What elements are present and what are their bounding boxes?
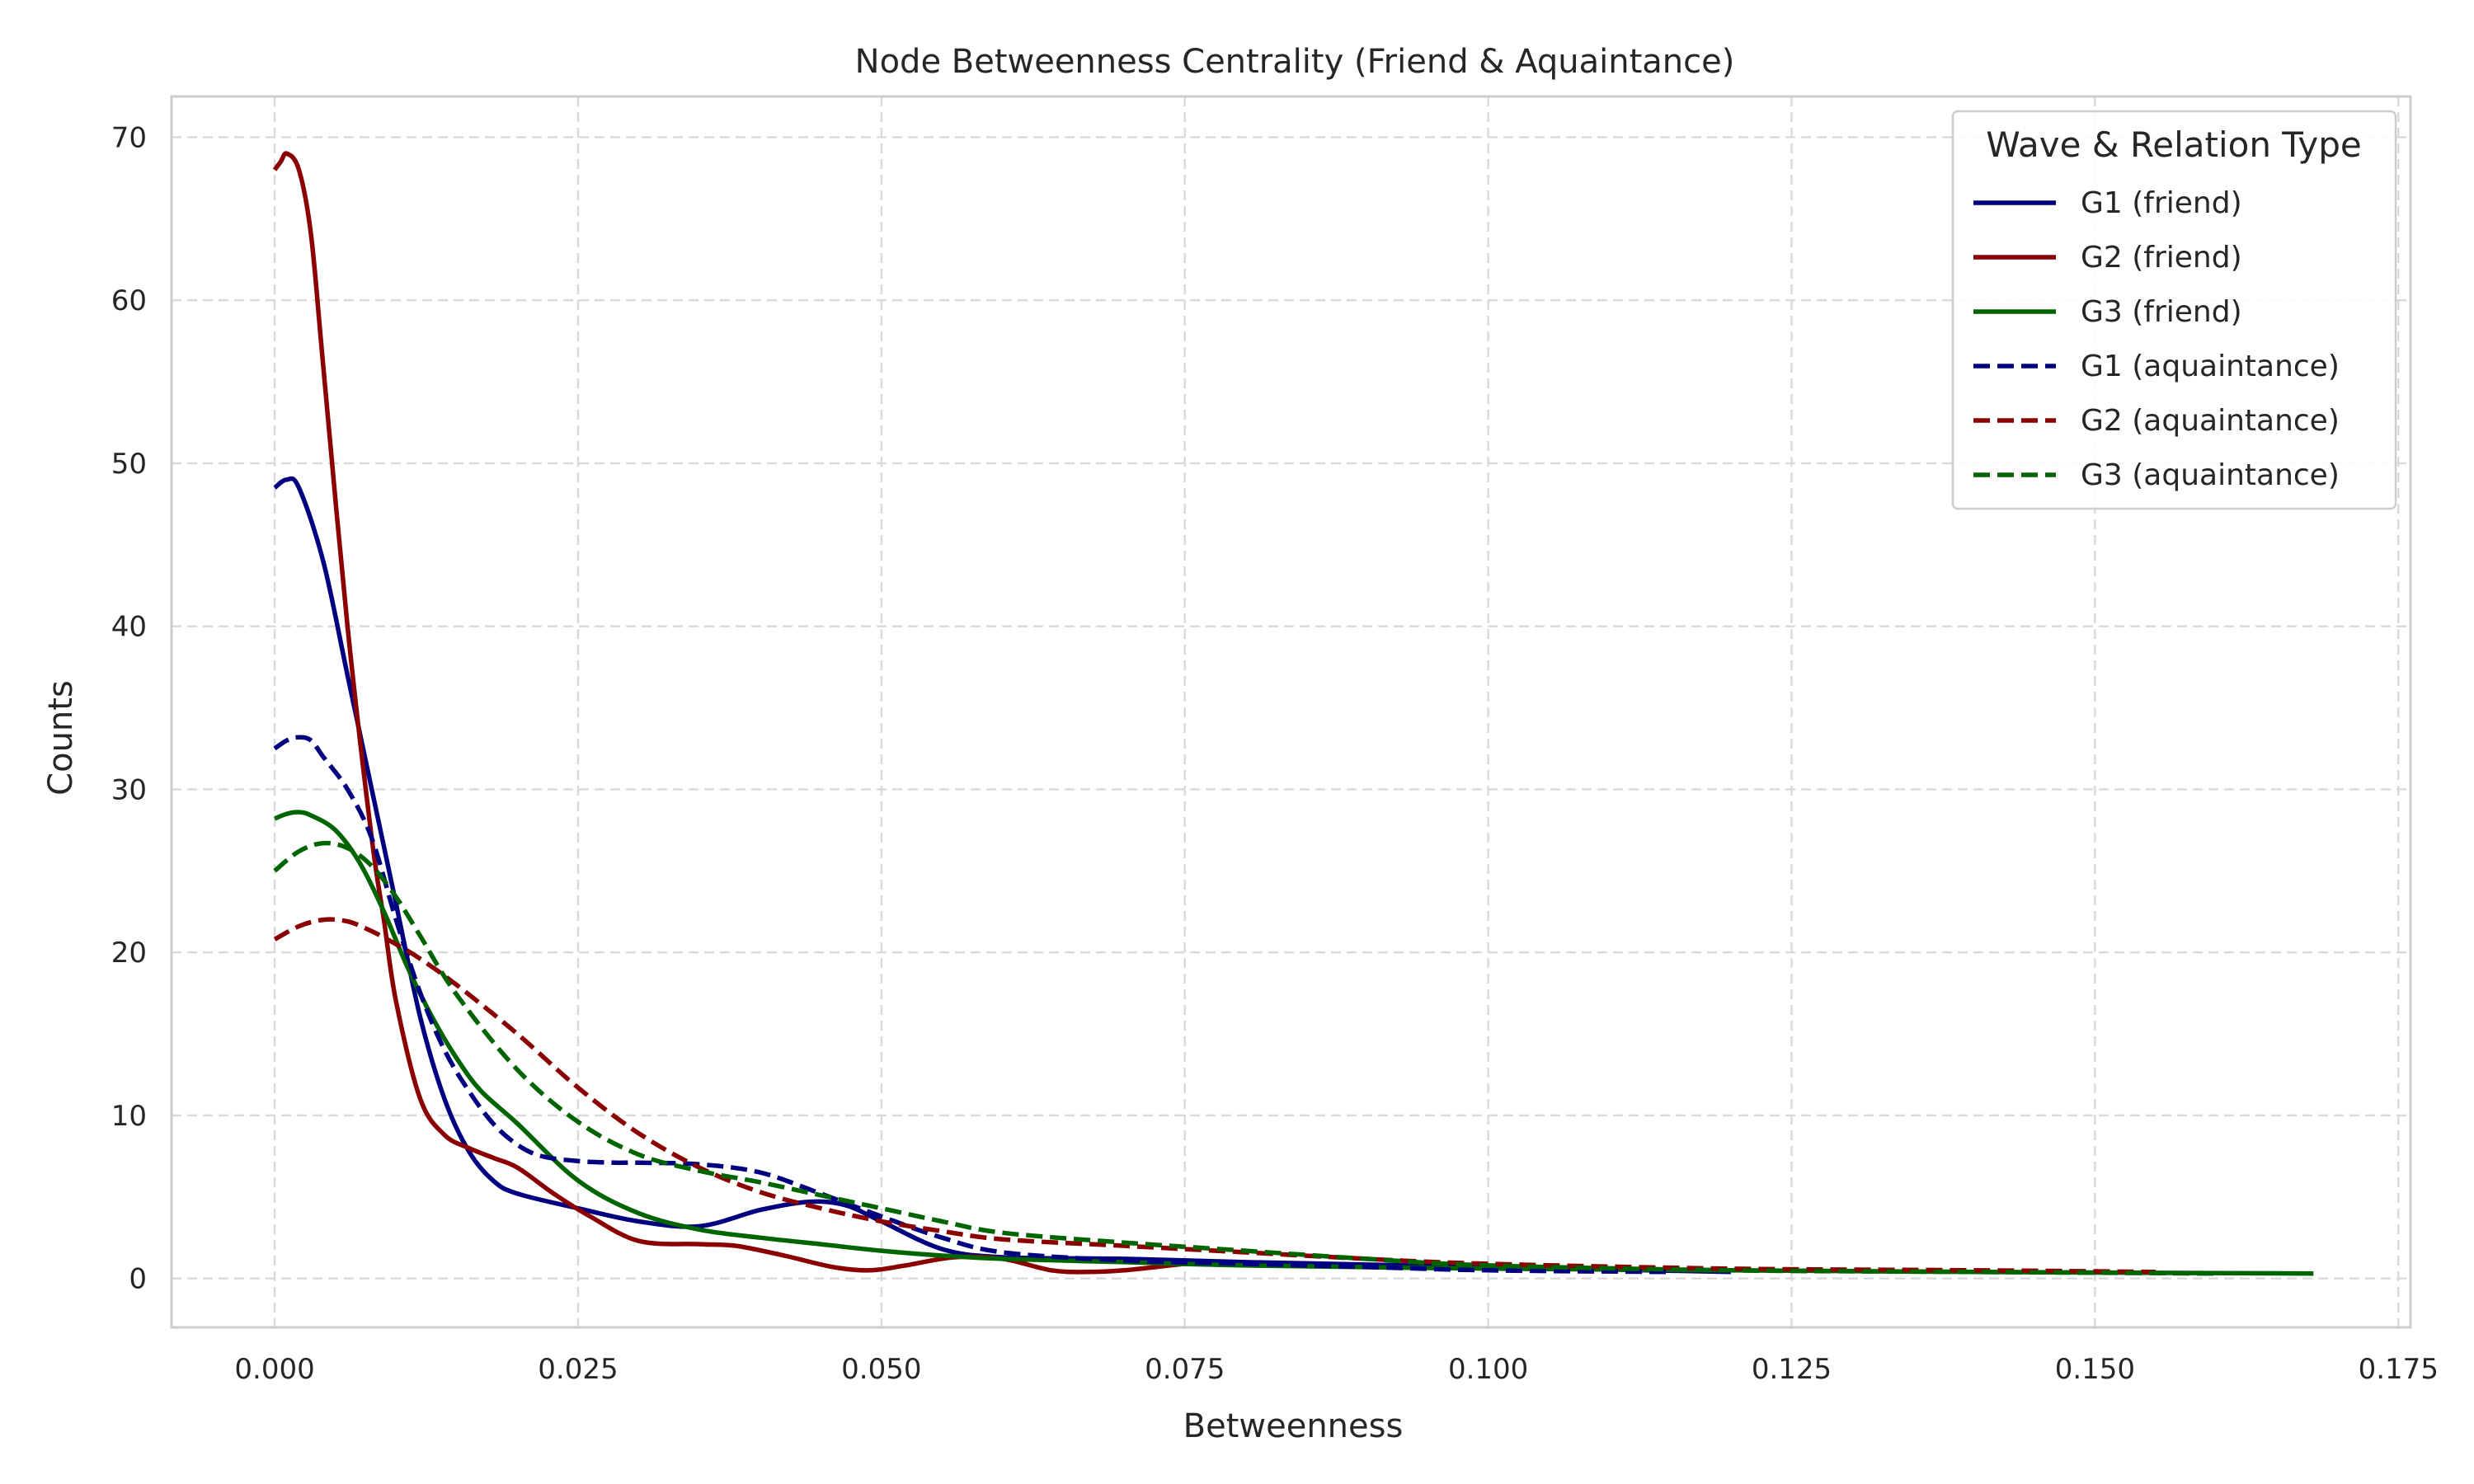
y-axis-ticks: 0 10 20 30 40 50 60 70 (111, 121, 147, 1295)
x-tick-label: 0.150 (2055, 1353, 2135, 1386)
series-lines (272, 151, 2314, 1276)
x-axis-label: Betweenness (1183, 1407, 1404, 1445)
y-tick-label: 70 (111, 121, 147, 154)
y-tick-label: 0 (129, 1263, 147, 1296)
chart-title: Node Betweenness Centrality (Friend & Aq… (855, 43, 1735, 81)
series-line-g1-friend (273, 476, 1731, 1275)
y-tick-label: 50 (111, 448, 147, 481)
y-tick-label: 20 (111, 937, 147, 970)
legend-label: G3 (aquaintance) (2081, 458, 2340, 492)
x-tick-label: 0.000 (234, 1353, 314, 1386)
x-tick-label: 0.075 (1145, 1353, 1225, 1386)
legend-label: G2 (friend) (2081, 241, 2242, 275)
series-line-g3-aquaintance (273, 840, 2217, 1276)
legend-box (1951, 110, 2397, 510)
x-tick-label: 0.025 (538, 1353, 618, 1386)
y-tick-label: 10 (111, 1100, 147, 1133)
y-tick-label: 60 (111, 284, 147, 317)
legend-label: G3 (friend) (2081, 295, 2242, 329)
legend: Wave & Relation Type G1 (friend) G2 (frie… (1951, 110, 2397, 510)
series-line-g3-friend (274, 810, 2314, 1276)
y-tick-label: 40 (111, 611, 147, 644)
y-axis-label: Counts (42, 680, 80, 796)
x-axis-ticks: 0.000 0.025 0.050 0.075 0.100 0.125 0.150 0.175 (234, 1353, 2439, 1386)
series-line-g1-aquaintance (273, 735, 1671, 1275)
plot-frame (170, 95, 2412, 1329)
x-tick-label: 0.100 (1448, 1353, 1528, 1386)
legend-label: G1 (friend) (2081, 186, 2242, 220)
legend-label: G2 (aquaintance) (2081, 404, 2340, 438)
x-tick-label: 0.175 (2359, 1353, 2439, 1386)
series-line-g2-friend (272, 151, 1185, 1275)
x-tick-label: 0.125 (1752, 1353, 1832, 1386)
x-tick-label: 0.050 (841, 1353, 921, 1386)
y-tick-label: 30 (111, 773, 147, 806)
legend-entries: G1 (friend) G2 (friend) G3 (friend) G1 (aqu… (1973, 186, 2340, 492)
series-line-g2-aquaintance (273, 917, 2157, 1275)
legend-label: G1 (aquaintance) (2081, 350, 2340, 383)
legend-title: Wave & Relation Type (1986, 124, 2362, 165)
